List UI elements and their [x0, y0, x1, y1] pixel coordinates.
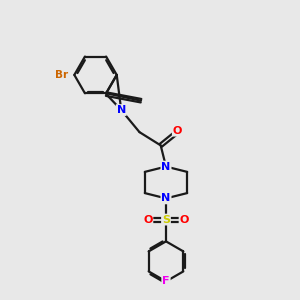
Text: N: N — [117, 105, 126, 115]
Text: Br: Br — [55, 70, 68, 80]
Text: N: N — [161, 162, 171, 172]
Text: S: S — [162, 214, 170, 225]
Text: F: F — [162, 276, 170, 286]
Text: O: O — [173, 126, 182, 136]
Text: O: O — [180, 214, 189, 225]
Text: O: O — [143, 214, 152, 225]
Text: N: N — [161, 194, 171, 203]
